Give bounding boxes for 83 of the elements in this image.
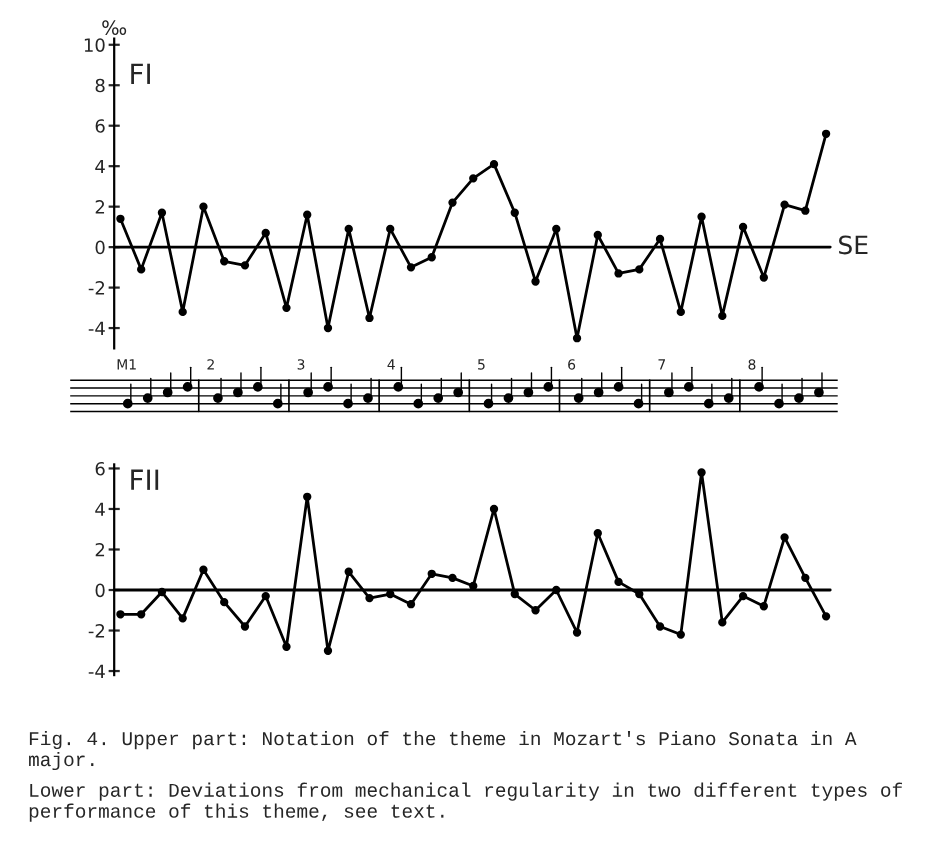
point: [199, 202, 208, 211]
point: [593, 529, 602, 538]
point: [261, 228, 270, 238]
point: [261, 591, 270, 601]
point: [655, 622, 665, 631]
text: FI: [131, 63, 150, 84]
point: [697, 468, 706, 477]
point: [552, 224, 561, 234]
point: [489, 159, 499, 169]
point: [718, 618, 727, 627]
point: [303, 210, 312, 219]
point: [323, 323, 333, 333]
point: [510, 208, 519, 217]
point: [448, 198, 457, 207]
point: [448, 573, 457, 583]
point: [178, 614, 187, 623]
chart-title: FII: [131, 469, 159, 490]
point: [572, 628, 582, 637]
point: [572, 334, 582, 343]
y-tick-label: 8: [95, 78, 105, 93]
y-tick-label: -2: [88, 623, 105, 638]
point: [178, 307, 187, 317]
point: [593, 230, 602, 240]
point: [116, 214, 125, 223]
point: [323, 646, 333, 655]
y-tick-label: 6: [95, 461, 105, 476]
point: [344, 224, 353, 234]
y-tick-label: 10: [84, 38, 105, 52]
point: [240, 622, 250, 631]
point: [718, 311, 727, 321]
y-tick-label: 6: [95, 119, 105, 133]
text: Lower part: Deviations from mechanical regularity in two different types of performance of this theme, see text.: [29, 782, 902, 822]
y-tick-label: -2: [88, 281, 105, 295]
point: [531, 606, 540, 615]
y-tick-label: 0: [95, 583, 105, 598]
point: [365, 593, 374, 603]
point: [801, 573, 810, 583]
y-tick-label: 4: [95, 502, 105, 516]
y-tick-label: -4: [88, 321, 105, 335]
y-tick-label: 2: [95, 542, 105, 557]
point: [406, 263, 416, 272]
point: [137, 610, 146, 619]
y-axis-title: ‰: [102, 20, 127, 35]
point: [759, 273, 768, 282]
point: [220, 257, 229, 266]
point: [469, 174, 478, 183]
point: [821, 612, 831, 621]
point: [116, 610, 125, 619]
point: [303, 492, 312, 501]
point: [614, 577, 623, 587]
point: [406, 600, 416, 609]
point: [801, 206, 810, 215]
point: [427, 253, 436, 262]
point: [282, 303, 291, 312]
point: [240, 261, 250, 270]
point: [199, 565, 208, 574]
point: [282, 642, 291, 651]
y-tick-label: -4: [88, 664, 105, 678]
point: [386, 224, 395, 234]
point: [489, 504, 499, 514]
point: [738, 222, 748, 232]
point: [220, 598, 229, 607]
point: [157, 208, 167, 217]
point: [614, 269, 623, 278]
point: [738, 591, 748, 601]
point: [344, 567, 353, 576]
y-tick-label: 0: [95, 240, 105, 255]
y-tick-label: 2: [95, 200, 105, 214]
y-tick-label: 4: [95, 159, 105, 174]
point: [780, 200, 789, 209]
point: [780, 533, 789, 542]
caption: Fig. 4. Upper part: Notation of the theme in Mozart's Piano Sonata in A major.: [29, 731, 857, 771]
ref-line-label: SE: [839, 235, 868, 255]
point: [635, 265, 644, 274]
point: [759, 602, 768, 611]
point: [821, 129, 831, 138]
point: [365, 313, 374, 323]
point: [697, 212, 706, 221]
point: [676, 307, 685, 317]
point: [137, 265, 146, 274]
point: [655, 234, 665, 244]
point: [676, 630, 685, 639]
point: [427, 569, 436, 578]
